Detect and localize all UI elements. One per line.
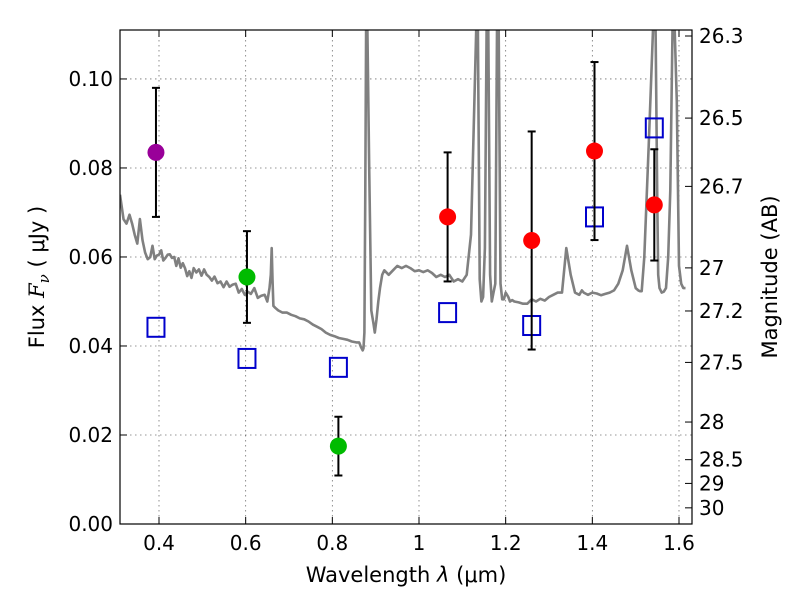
magnitude-tick-label: 28.5 bbox=[699, 448, 744, 472]
y-tick-label: 0.04 bbox=[68, 334, 113, 358]
magnitude-tick-label: 27.2 bbox=[699, 299, 744, 323]
x-axis-label: Wavelength λ (μm) bbox=[306, 563, 507, 587]
observed-flux-point bbox=[523, 232, 541, 250]
plot-frame bbox=[119, 29, 693, 525]
magnitude-tick-label: 27.5 bbox=[699, 350, 744, 374]
magnitude-tick-label: 27 bbox=[699, 256, 724, 280]
model-spectrum-line bbox=[120, 30, 686, 352]
x-tick-label: 1 bbox=[413, 531, 426, 555]
x-tick-label: 1.4 bbox=[576, 531, 608, 555]
x-tick-label: 1.6 bbox=[663, 531, 695, 555]
x-tick-label: 0.6 bbox=[230, 531, 262, 555]
x-tick-label: 0.8 bbox=[316, 531, 348, 555]
model-photometry-square bbox=[146, 316, 166, 338]
observed-flux-point bbox=[147, 143, 165, 161]
x-tick-label: 0.4 bbox=[143, 531, 175, 555]
y-tick-label: 0.10 bbox=[68, 67, 113, 91]
grid-lines bbox=[120, 30, 692, 524]
observed-flux-point bbox=[238, 268, 256, 286]
magnitude-tick-label: 26.3 bbox=[699, 24, 744, 48]
model-photometry-square bbox=[237, 347, 257, 369]
y-tick-label: 0.08 bbox=[68, 156, 113, 180]
magnitude-tick-label: 28 bbox=[699, 410, 724, 434]
y-tick-label: 0.02 bbox=[68, 423, 113, 447]
magnitude-axis-label: Magnitude (AB) bbox=[758, 195, 782, 358]
observed-photometry-series bbox=[147, 61, 663, 477]
model-photometry-square bbox=[438, 302, 458, 324]
observed-flux-point bbox=[329, 437, 347, 455]
model-photometry-square bbox=[328, 356, 348, 378]
magnitude-tick-label: 29 bbox=[699, 471, 724, 495]
observed-flux-point bbox=[586, 142, 603, 160]
y-axis-label: Flux Fν ( μJy ) bbox=[25, 206, 53, 348]
magnitude-tick-label: 26.5 bbox=[699, 106, 744, 130]
magnitude-tick-label: 30 bbox=[699, 496, 724, 520]
y-axis-ticks: 0.00 0.02 0.04 0.06 0.08 0.10 bbox=[68, 67, 127, 536]
magnitude-tick-label: 26.7 bbox=[699, 174, 744, 198]
y-tick-label: 0.00 bbox=[68, 512, 113, 536]
x-axis-ticks: 0.4 0.6 0.8 1 1.2 1.4 1.6 bbox=[143, 30, 695, 555]
x-tick-label: 1.2 bbox=[490, 531, 522, 555]
observed-flux-point bbox=[645, 196, 663, 214]
observed-flux-point bbox=[439, 208, 457, 226]
model-photometry-series bbox=[146, 117, 664, 378]
y-tick-label: 0.06 bbox=[68, 245, 113, 269]
model-photometry-square bbox=[644, 117, 664, 139]
